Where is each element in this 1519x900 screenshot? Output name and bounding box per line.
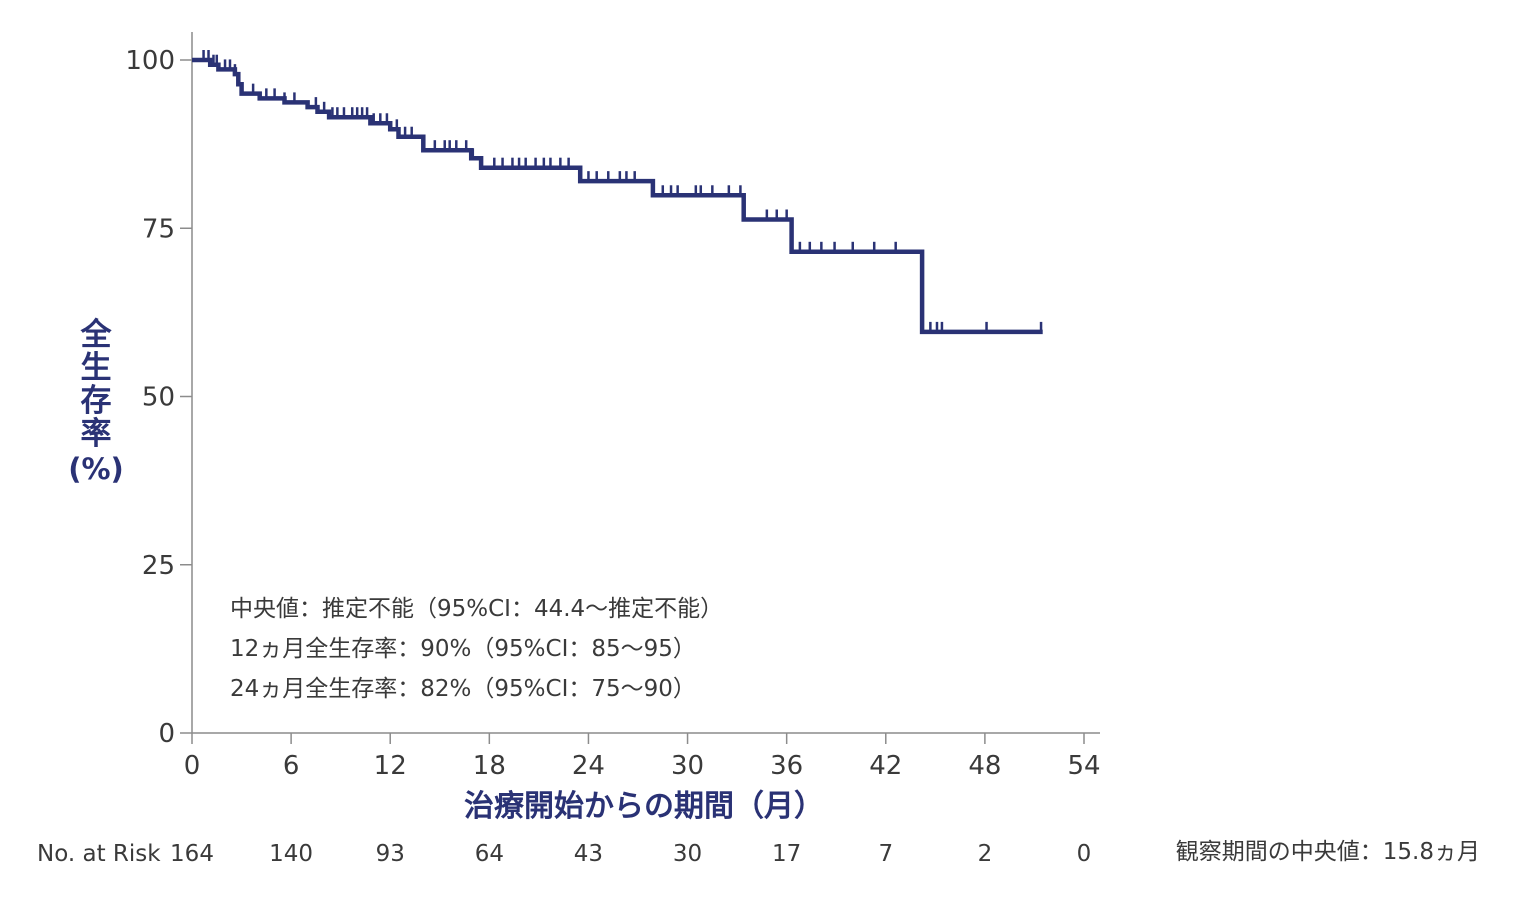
x-tick-label: 36 [770, 751, 803, 781]
plot-area [192, 50, 1043, 335]
x-tick-label: 6 [283, 751, 300, 781]
x-ticks: 0 6 12 18 24 30 36 42 48 54 [184, 733, 1101, 781]
risk-table-value: 2 [978, 841, 993, 867]
y-axis-title-char: 存 [81, 383, 112, 419]
x-tick-label: 18 [473, 751, 506, 781]
risk-table: No. at Risk 164 140 93 64 43 30 17 7 2 0 [37, 841, 1091, 867]
risk-table-value: 164 [170, 841, 214, 867]
y-tick-label: 100 [125, 46, 175, 76]
x-tick-label: 42 [869, 751, 902, 781]
x-axis-title: 治療開始からの期間（月） [464, 789, 824, 824]
annotation-median: 中央値：推定不能（95%CI：44.4～推定不能） [230, 596, 723, 622]
x-tick-label: 24 [572, 751, 605, 781]
survival-curve [192, 57, 1043, 335]
annotation-12-month: 12ヵ月全生存率：90%（95%CI：85～95） [230, 636, 696, 662]
x-tick-label: 30 [671, 751, 704, 781]
y-axis-title-char: 率 [81, 416, 112, 452]
risk-table-value: 17 [772, 841, 801, 867]
footnote-median-followup: 観察期間の中央値：15.8ヵ月 [1176, 839, 1480, 865]
x-tick-label: 48 [968, 751, 1001, 781]
axes [191, 32, 1100, 734]
risk-table-value: 140 [269, 841, 313, 867]
risk-table-value: 43 [574, 841, 603, 867]
risk-table-value: 7 [878, 841, 893, 867]
risk-table-value: 0 [1077, 841, 1092, 867]
annotation-24-month: 24ヵ月全生存率：82%（95%CI：75～90） [230, 676, 696, 702]
x-tick-label: 12 [374, 751, 407, 781]
y-axis-title: 全 生 存 率 (%) [68, 317, 124, 486]
y-tick-label: 75 [142, 214, 175, 244]
risk-table-value: 30 [673, 841, 702, 867]
risk-table-value: 93 [376, 841, 405, 867]
risk-table-value: 64 [475, 841, 504, 867]
y-tick-label: 25 [142, 551, 175, 581]
y-tick-label: 0 [158, 719, 175, 749]
x-tick-label: 54 [1067, 751, 1100, 781]
y-ticks: 0 25 50 75 100 [125, 46, 192, 749]
y-axis-title-unit: (%) [68, 452, 124, 486]
risk-table-label: No. at Risk [37, 841, 161, 867]
annotations: 中央値：推定不能（95%CI：44.4～推定不能） 12ヵ月全生存率：90%（9… [230, 596, 723, 702]
y-tick-label: 50 [142, 383, 175, 413]
x-tick-label: 0 [184, 751, 201, 781]
y-axis-title-char: 全 [80, 317, 113, 353]
y-axis-title-char: 生 [81, 350, 112, 386]
